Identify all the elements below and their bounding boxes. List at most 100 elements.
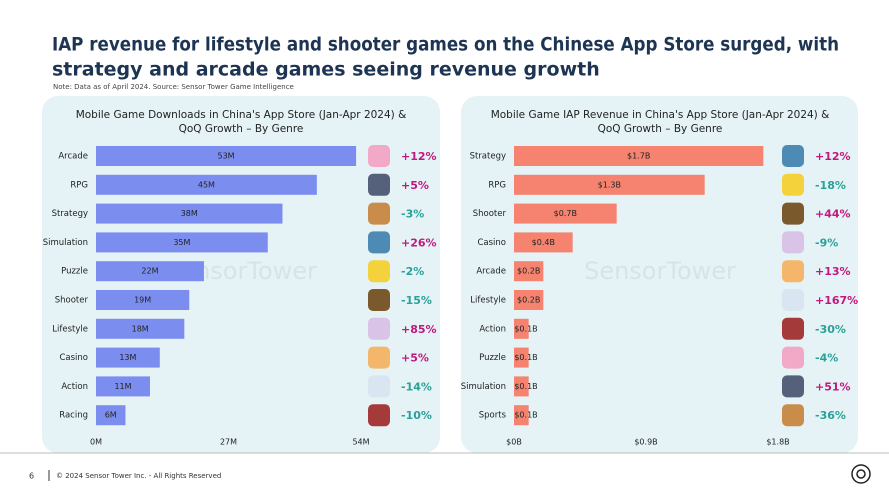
- bar: [514, 146, 764, 166]
- category-label: Action: [61, 382, 88, 392]
- category-label: Simulation: [461, 382, 506, 392]
- category-label: Lifestyle: [470, 296, 506, 306]
- x-tick-label: $1.8B: [766, 438, 789, 447]
- category-label: Racing: [59, 411, 88, 421]
- game-icon: [782, 145, 804, 167]
- chart-title: Mobile Game IAP Revenue in China's App S…: [491, 109, 830, 121]
- growth-label: -36%: [815, 409, 846, 422]
- growth-label: -2%: [401, 265, 424, 278]
- value-label: $1.7B: [627, 152, 650, 161]
- category-label: Strategy: [470, 152, 506, 162]
- bar: [96, 232, 268, 253]
- bar: [514, 290, 544, 310]
- value-label: 11M: [114, 382, 131, 391]
- bar: [96, 290, 190, 310]
- value-label: $0.1B: [514, 382, 537, 391]
- value-label: $0.1B: [514, 353, 537, 362]
- game-icon: [782, 289, 804, 311]
- category-label: Puzzle: [61, 267, 88, 277]
- game-icon: [368, 404, 390, 427]
- bar: [514, 405, 529, 426]
- slide-title-line: strategy and arcade games seeing revenue…: [52, 59, 600, 81]
- value-label: 38M: [181, 209, 198, 218]
- category-label: Shooter: [55, 296, 89, 306]
- x-tick-label: $0.9B: [634, 438, 657, 447]
- value-label: $1.3B: [598, 180, 621, 189]
- game-icon: [782, 317, 804, 340]
- growth-label: +12%: [815, 150, 851, 163]
- value-label: $0.1B: [514, 324, 537, 333]
- growth-label: +44%: [815, 208, 851, 221]
- growth-label: +12%: [401, 150, 437, 163]
- game-icon: [782, 346, 804, 369]
- bar: [96, 261, 204, 282]
- bar: [96, 318, 185, 339]
- category-label: RPG: [488, 180, 506, 190]
- game-icon: [368, 289, 390, 311]
- value-label: $0.7B: [554, 209, 577, 218]
- growth-label: -10%: [401, 409, 432, 422]
- category-label: Arcade: [476, 267, 506, 277]
- value-label: 53M: [217, 152, 234, 161]
- chart-title: Mobile Game Downloads in China's App Sto…: [76, 109, 407, 121]
- growth-label: +5%: [401, 352, 429, 365]
- growth-label: -15%: [401, 294, 432, 307]
- value-label: 19M: [134, 296, 151, 305]
- value-label: 35M: [173, 238, 190, 247]
- game-icon: [782, 375, 804, 398]
- bar: [514, 203, 617, 224]
- logo: [851, 464, 871, 484]
- growth-label: +5%: [401, 179, 429, 192]
- bar: [96, 146, 357, 166]
- growth-label: +51%: [815, 380, 851, 393]
- game-icon: [368, 260, 390, 283]
- game-icon: [368, 346, 390, 369]
- growth-label: -30%: [815, 323, 846, 336]
- bar: [96, 174, 317, 195]
- bar: [514, 261, 544, 282]
- value-label: 22M: [141, 267, 158, 276]
- value-label: $0.4B: [532, 238, 555, 247]
- game-icon: [782, 404, 804, 427]
- x-tick-label: $0B: [506, 438, 522, 447]
- category-label: Simulation: [43, 238, 88, 248]
- game-icon: [782, 260, 804, 283]
- value-label: 6M: [105, 411, 117, 420]
- growth-label: -9%: [815, 236, 838, 249]
- value-label: 18M: [132, 324, 149, 333]
- bar: [96, 347, 160, 368]
- category-label: Shooter: [473, 209, 507, 219]
- game-icon: [782, 202, 804, 225]
- x-tick-label: 54M: [352, 438, 369, 447]
- game-icon: [368, 173, 390, 196]
- category-label: Arcade: [58, 152, 88, 162]
- footer: © 2024 Sensor Tower Inc. - All Rights Re…: [56, 472, 221, 480]
- slide-title-line: IAP revenue for lifestyle and shooter ga…: [52, 34, 839, 56]
- growth-label: -14%: [401, 380, 432, 393]
- category-label: Puzzle: [479, 353, 506, 363]
- game-icon: [368, 231, 390, 254]
- x-tick-label: 0M: [90, 438, 102, 447]
- bar: [514, 232, 573, 253]
- bar: [514, 376, 529, 397]
- value-label: 13M: [119, 353, 136, 362]
- game-icon: [782, 173, 804, 196]
- category-label: Action: [479, 324, 506, 334]
- logo: [856, 469, 866, 479]
- bar: [514, 318, 529, 339]
- x-tick-label: 27M: [220, 438, 237, 447]
- game-icon: [368, 202, 390, 225]
- category-label: Casino: [477, 238, 506, 248]
- bar: [514, 174, 705, 195]
- category-label: RPG: [70, 180, 88, 190]
- category-label: Casino: [59, 353, 88, 363]
- chart-title: QoQ Growth – By Genre: [598, 123, 723, 135]
- game-icon: [782, 231, 804, 254]
- category-label: Lifestyle: [52, 324, 88, 334]
- chart-title: QoQ Growth – By Genre: [179, 123, 304, 135]
- bar: [96, 405, 126, 426]
- watermark: SensorTower: [584, 257, 736, 285]
- page-number: 6: [29, 472, 34, 481]
- bar: [514, 347, 529, 368]
